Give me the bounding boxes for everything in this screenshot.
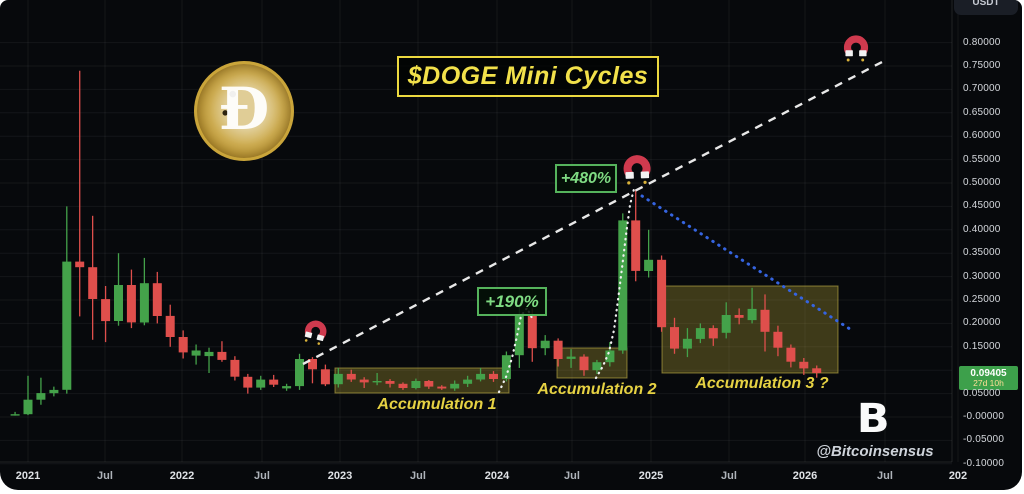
chart-title-box: $DOGE Mini Cycles <box>397 56 659 97</box>
y-axis-label: 0.80000 <box>963 37 1001 48</box>
symbol-chip: USDT <box>954 0 1018 15</box>
current-price-tag: 0.09405 27d 10h <box>959 366 1018 390</box>
y-axis-label: -0.05000 <box>963 434 1005 445</box>
magnet-icon <box>843 35 869 62</box>
x-axis-label: 2021 <box>15 470 41 482</box>
accumulation-3-zone <box>661 285 839 374</box>
y-axis-label: 0.70000 <box>963 83 1001 94</box>
y-axis-label: 0.60000 <box>963 130 1001 141</box>
y-axis-label: 0.45000 <box>963 200 1001 211</box>
current-price: 0.09405 <box>970 367 1007 379</box>
y-axis-label: -0.00000 <box>963 411 1005 422</box>
y-axis-label: 0.40000 <box>963 224 1001 235</box>
y-axis-label: 0.35000 <box>963 247 1001 258</box>
watermark-handle: @Bitcoinsensus <box>816 443 934 460</box>
magnet-icon <box>304 320 327 345</box>
doge-d-glyph: Đ <box>218 75 270 143</box>
accumulation-3-label: Accumulation 3 ? <box>695 375 829 392</box>
doge-coin-logo: Đ <box>194 61 294 161</box>
gain-label-480: +480% <box>555 164 617 193</box>
pump-path <box>594 187 636 380</box>
y-axis-label: -0.10000 <box>963 458 1005 469</box>
y-axis-label: 0.05000 <box>963 388 1001 399</box>
x-axis-label: 2023 <box>327 470 353 482</box>
y-axis-label: 0.20000 <box>963 317 1001 328</box>
x-axis-label: 2025 <box>638 470 664 482</box>
blue-projection-line <box>640 194 855 333</box>
trendline <box>302 60 883 366</box>
x-axis-label: Jul <box>877 470 893 482</box>
x-axis-label: 2024 <box>484 470 510 482</box>
x-axis-label: 202 <box>948 470 968 482</box>
y-axis-label: 0.65000 <box>963 107 1001 118</box>
x-axis-label: Jul <box>410 470 426 482</box>
gain-label-190: +190% <box>477 287 547 316</box>
x-axis-label: Jul <box>254 470 270 482</box>
magnet-icon <box>623 155 651 185</box>
y-axis-label: 0.25000 <box>963 294 1001 305</box>
chart-title: $DOGE Mini Cycles <box>407 62 649 90</box>
y-axis-label: 0.75000 <box>963 60 1001 71</box>
bar-countdown: 27d 10h <box>973 377 1004 388</box>
accumulation-2-label: Accumulation 2 <box>537 381 657 398</box>
accumulation-2-zone <box>556 347 628 379</box>
x-axis-label: Jul <box>564 470 580 482</box>
y-axis-label: 0.30000 <box>963 271 1001 282</box>
x-axis-label: 2026 <box>792 470 818 482</box>
y-axis-label: 0.50000 <box>963 177 1001 188</box>
bitcoinsensus-logo-icon: B <box>856 396 890 442</box>
y-axis-label: 0.15000 <box>963 341 1001 352</box>
x-axis-label: 2022 <box>169 470 195 482</box>
accumulation-1-label: Accumulation 1 <box>377 396 497 413</box>
y-axis-label: 0.55000 <box>963 154 1001 165</box>
x-axis-label: Jul <box>97 470 113 482</box>
x-axis-label: Jul <box>721 470 737 482</box>
